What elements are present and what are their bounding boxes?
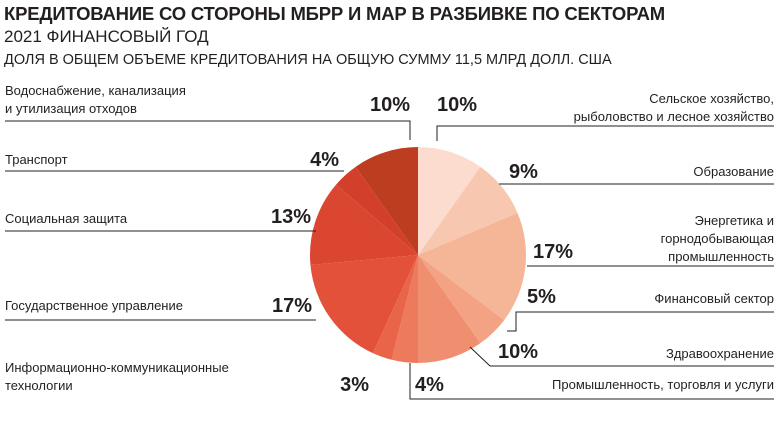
pie-slice-8 xyxy=(309,184,418,265)
leader-line-10 xyxy=(5,120,411,140)
sector-label-0-line-1: рыболовство и лесное хозяйство xyxy=(574,109,774,124)
pie-slice-4 xyxy=(418,255,481,363)
value-label-7: 17% xyxy=(272,295,312,317)
pie-slice-9 xyxy=(335,166,418,255)
sector-label-6-line-1: технологии xyxy=(5,378,73,393)
sector-label-6-line-0: Информационно-коммуникационные xyxy=(5,360,229,375)
value-label-1: 9% xyxy=(509,161,538,183)
chart-note: ДОЛЯ В ОБЩЕМ ОБЪЕМЕ КРЕДИТОВАНИЯ НА ОБЩУ… xyxy=(4,52,612,68)
value-label-9: 4% xyxy=(310,149,339,171)
value-label-4: 10% xyxy=(498,341,538,363)
value-label-10: 10% xyxy=(370,94,410,116)
pie-slice-5 xyxy=(391,255,418,363)
pie-slice-2 xyxy=(418,212,527,321)
value-label-5: 4% xyxy=(415,374,444,396)
chart-title: КРЕДИТОВАНИЕ СО СТОРОНЫ МБРР И МАР В РАЗ… xyxy=(4,3,665,24)
leader-line-4 xyxy=(469,346,774,367)
pie-slice-1 xyxy=(418,166,518,255)
sector-label-8-line-0: Социальная защита xyxy=(5,211,128,226)
sector-label-10-line-0: Водоснабжение, канализация xyxy=(5,83,186,98)
leader-line-3 xyxy=(507,311,774,332)
value-label-3: 5% xyxy=(527,286,556,308)
pie-slice-6 xyxy=(372,255,418,360)
sector-label-4-line-0: Здравоохранение xyxy=(666,346,774,361)
leader-line-5 xyxy=(409,363,774,400)
pie-slice-10 xyxy=(355,147,418,255)
chart-subtitle: 2021 ФИНАНСОВЫЙ ГОД xyxy=(4,27,209,46)
sector-label-5-line-0: Промышленность, торговля и услуги xyxy=(552,377,774,392)
sector-label-3-line-0: Финансовый сектор xyxy=(654,291,774,306)
value-label-6: 3% xyxy=(340,374,369,396)
sector-label-10-line-1: и утилизация отходов xyxy=(5,101,137,116)
value-label-8: 13% xyxy=(271,206,311,228)
value-label-2: 17% xyxy=(533,241,573,263)
sector-label-2-line-0: Энергетика и xyxy=(694,213,774,228)
pie-slice-3 xyxy=(418,255,505,344)
sector-label-1-line-0: Образование xyxy=(693,164,774,179)
sector-label-0-line-0: Сельское хозяйство, xyxy=(649,91,774,106)
sector-label-2-line-2: промышленность xyxy=(668,249,774,264)
sector-label-2-line-1: горнодобывающая xyxy=(661,231,774,246)
pie-slice-0 xyxy=(418,147,481,255)
sector-label-7-line-0: Государственное управление xyxy=(5,298,183,313)
sector-label-9-line-0: Транспорт xyxy=(5,152,68,167)
leader-line-0 xyxy=(436,125,774,141)
pie-slice-7 xyxy=(310,255,418,354)
value-label-0: 10% xyxy=(437,94,477,116)
